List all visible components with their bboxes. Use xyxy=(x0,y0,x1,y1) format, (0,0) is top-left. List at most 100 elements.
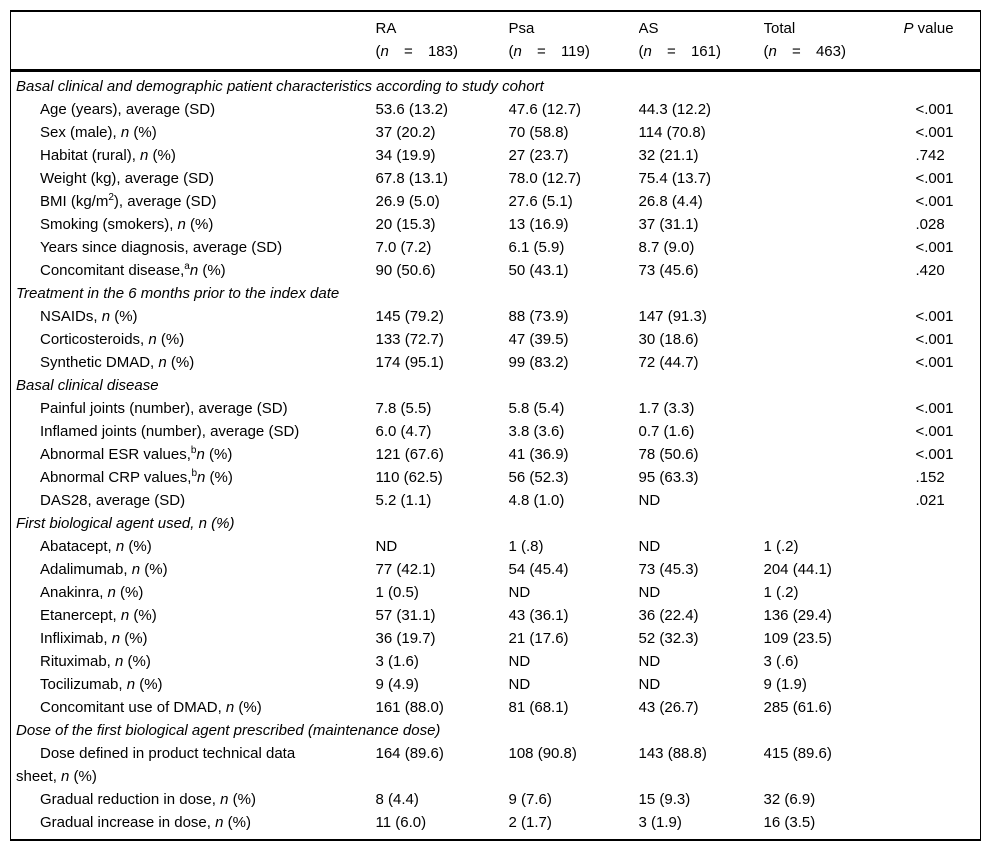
col-header-n: (n = 463) xyxy=(763,43,846,60)
section-title: First biological agent used, n (%) xyxy=(16,515,235,532)
section-header-row: Basal clinical and demographic patient c… xyxy=(11,71,981,99)
row-label: BMI (kg/m2), average (SD) xyxy=(40,192,217,211)
value-cell: 32 (6.9) xyxy=(763,791,816,808)
value-cell: 121 (67.6) xyxy=(375,446,444,463)
value-cell: 9 (1.9) xyxy=(763,676,807,693)
value-cell: 78 (50.6) xyxy=(638,446,699,463)
header-row: RA (n = 183) Psa (n = 119) AS (n = 161) Total (… xyxy=(10,11,981,72)
table-row: Habitat (rural), n (%) 34 (19.9) 27 (23.7)… xyxy=(11,144,981,167)
value-cell: 1 (.2) xyxy=(763,584,799,601)
row-label: Anakinra, n (%) xyxy=(40,584,144,601)
col-header-n: (n = 119) xyxy=(508,43,590,60)
col-header-ra: RA (n = 183) xyxy=(375,11,509,72)
value-cell: 3 (1.9) xyxy=(638,814,682,831)
value-cell: 1 (0.5) xyxy=(375,584,419,601)
value-cell: 37 (20.2) xyxy=(375,124,436,141)
p-value-cell: <.001 xyxy=(915,331,954,348)
value-cell: 110 (62.5) xyxy=(375,469,443,486)
value-cell: 43 (36.1) xyxy=(508,607,569,624)
value-cell xyxy=(764,397,904,420)
value-cell: 13 (16.9) xyxy=(508,216,569,233)
value-cell: 0.7 (1.6) xyxy=(638,423,695,440)
col-header-as: AS (n = 161) xyxy=(638,11,764,72)
row-label: Habitat (rural), n (%) xyxy=(40,147,176,164)
row-label: Gradual increase in dose, n (%) xyxy=(40,814,251,831)
row-label: Etanercept, n (%) xyxy=(40,607,157,624)
value-cell: 56 (52.3) xyxy=(508,469,569,486)
p-value-cell: .152 xyxy=(915,469,945,486)
col-header-name: RA xyxy=(375,20,397,37)
p-value-cell: <.001 xyxy=(915,423,954,440)
value-cell: 30 (18.6) xyxy=(638,331,699,348)
value-cell: 3 (1.6) xyxy=(375,653,419,670)
col-header-psa: Psa (n = 119) xyxy=(508,11,639,72)
row-label: NSAIDs, n (%) xyxy=(40,308,138,325)
p-value-cell: .028 xyxy=(915,216,945,233)
row-label: Corticosteroids, n (%) xyxy=(40,331,185,348)
value-cell: 36 (19.7) xyxy=(375,630,436,647)
value-cell: 57 (31.1) xyxy=(375,607,436,624)
value-cell: 147 (91.3) xyxy=(638,308,707,325)
table-row: Corticosteroids, n (%) 133 (72.7) 47 (39.5… xyxy=(11,328,981,351)
col-header-n: (n = 161) xyxy=(638,43,721,60)
value-cell: 81 (68.1) xyxy=(508,699,569,716)
value-cell: 8.7 (9.0) xyxy=(638,239,695,256)
value-cell: 1.7 (3.3) xyxy=(638,400,695,417)
value-cell: 145 (79.2) xyxy=(375,308,444,325)
value-cell: 73 (45.3) xyxy=(638,561,699,578)
table-row: Years since diagnosis, average (SD) 7.0 (… xyxy=(11,236,981,259)
table-row: Etanercept, n (%) 57 (31.1) 43 (36.1) 36 (2… xyxy=(11,604,981,627)
table-body: Basal clinical and demographic patient c… xyxy=(11,71,981,841)
value-cell: 5.2 (1.1) xyxy=(375,492,432,509)
section-title: Treatment in the 6 months prior to the i… xyxy=(16,285,340,302)
value-cell: ND xyxy=(638,653,661,670)
p-value-cell: <.001 xyxy=(915,446,954,463)
table-row: Gradual reduction in dose, n (%) 8 (4.4) 9… xyxy=(11,788,981,811)
p-value-cell: <.001 xyxy=(915,308,954,325)
value-cell: ND xyxy=(508,676,531,693)
row-label: Sex (male), n (%) xyxy=(40,124,157,141)
value-cell: 143 (88.8) xyxy=(638,745,707,762)
table-row: Concomitant disease,an (%) 90 (50.6) 50 (4… xyxy=(11,259,981,282)
value-cell: 37 (31.1) xyxy=(638,216,699,233)
row-label: Age (years), average (SD) xyxy=(40,101,216,118)
table-row: Abnormal CRP values,bn (%) 110 (62.5) 56 (… xyxy=(11,466,981,489)
value-cell: 3.8 (3.6) xyxy=(508,423,565,440)
value-cell: 36 (22.4) xyxy=(638,607,699,624)
value-cell: ND xyxy=(638,676,661,693)
value-cell: 5.8 (5.4) xyxy=(508,400,565,417)
p-value-cell: <.001 xyxy=(915,193,954,210)
value-cell: 285 (61.6) xyxy=(763,699,832,716)
value-cell: 52 (32.3) xyxy=(638,630,699,647)
p-value-cell xyxy=(904,811,981,840)
p-value-cell xyxy=(904,788,981,811)
col-header-empty xyxy=(10,11,376,72)
value-cell: 161 (88.0) xyxy=(375,699,444,716)
value-cell xyxy=(764,443,904,466)
value-cell xyxy=(764,190,904,213)
value-cell: 2 (1.7) xyxy=(508,814,552,831)
row-label: Abnormal ESR values,bn (%) xyxy=(40,445,233,464)
table-row: Synthetic DMAD, n (%) 174 (95.1) 99 (83.2)… xyxy=(11,351,981,374)
table-row: Abatacept, n (%) ND 1 (.8) ND 1 (.2) xyxy=(11,535,981,558)
value-cell: 90 (50.6) xyxy=(375,262,436,279)
section-title: Basal clinical disease xyxy=(16,377,159,394)
row-label: Adalimumab, n (%) xyxy=(40,561,168,578)
col-header-name: AS xyxy=(638,20,659,37)
table-row: Weight (kg), average (SD) 67.8 (13.1) 78.0… xyxy=(11,167,981,190)
row-label: Years since diagnosis, average (SD) xyxy=(40,239,283,256)
patient-characteristics-table: RA (n = 183) Psa (n = 119) AS (n = 161) Total (… xyxy=(10,10,981,841)
value-cell: 88 (73.9) xyxy=(508,308,569,325)
value-cell xyxy=(764,351,904,374)
p-value-cell: <.001 xyxy=(915,124,954,141)
value-cell: 133 (72.7) xyxy=(375,331,444,348)
value-cell: 75.4 (13.7) xyxy=(638,170,712,187)
row-label: Dose defined in product technical data sh… xyxy=(16,745,296,785)
value-cell: 47.6 (12.7) xyxy=(508,101,582,118)
value-cell: 27.6 (5.1) xyxy=(508,193,573,210)
row-label: Abatacept, n (%) xyxy=(40,538,152,555)
value-cell: 54 (45.4) xyxy=(508,561,569,578)
value-cell: 26.9 (5.0) xyxy=(375,193,440,210)
value-cell xyxy=(764,328,904,351)
p-value-cell: <.001 xyxy=(915,170,954,187)
